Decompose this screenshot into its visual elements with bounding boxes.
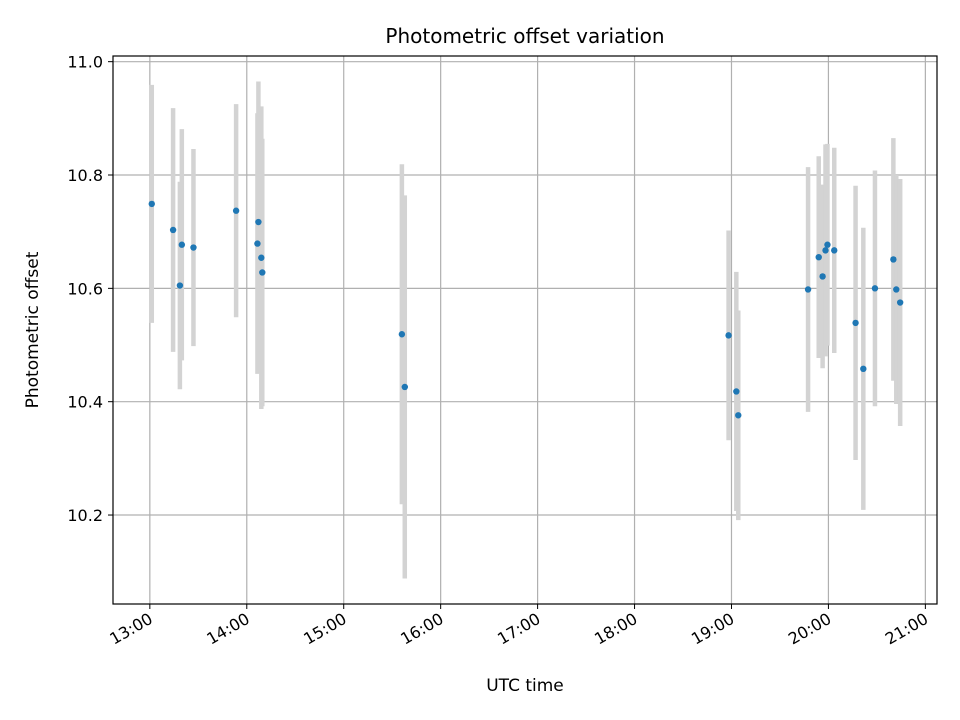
y-tick-label: 10.2: [67, 506, 103, 525]
y-tick-label: 11.0: [67, 53, 103, 72]
data-point: [169, 226, 177, 234]
data-point: [871, 285, 879, 292]
data-point: [815, 253, 822, 261]
data-point: [735, 412, 742, 419]
data-point: [232, 207, 240, 214]
x-axis-label: UTC time: [486, 676, 564, 696]
data-point: [176, 282, 184, 289]
chart-title: Photometric offset variation: [385, 24, 664, 48]
data-point: [819, 273, 826, 280]
data-points: [148, 200, 904, 419]
data-point: [725, 332, 732, 339]
y-tick-label: 10.8: [67, 166, 103, 185]
data-point: [890, 256, 897, 263]
data-point: [804, 286, 812, 293]
data-point: [852, 319, 859, 327]
data-point: [254, 240, 261, 247]
data-point: [148, 200, 155, 208]
y-tick-label: 10.4: [67, 393, 103, 412]
data-point: [259, 269, 266, 276]
data-point: [733, 388, 740, 395]
data-point: [398, 331, 406, 338]
data-point: [831, 247, 838, 254]
data-point: [893, 286, 900, 293]
data-point: [401, 383, 408, 391]
data-point: [178, 241, 186, 248]
data-point: [824, 241, 831, 248]
data-point: [258, 254, 265, 261]
y-tick-label: 10.6: [67, 279, 103, 298]
data-point: [822, 247, 829, 254]
data-point: [860, 365, 867, 373]
data-point: [896, 299, 904, 306]
y-axis-label: Photometric offset: [23, 251, 43, 408]
plot-area-frame: [112, 55, 938, 605]
data-point: [255, 218, 262, 226]
data-point: [190, 244, 197, 251]
